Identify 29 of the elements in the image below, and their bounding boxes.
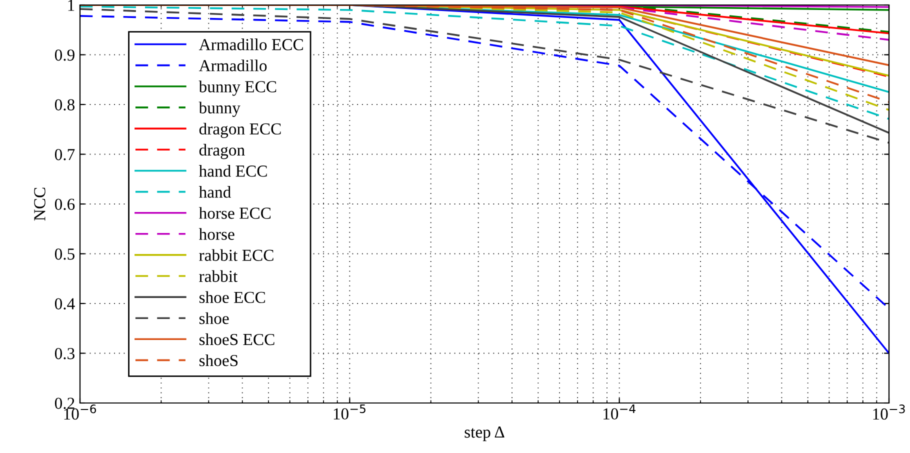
- legend-label: bunny ECC: [198, 80, 276, 96]
- y-tick-label: 0.6: [54, 198, 75, 210]
- y-tick-label: 0.4: [54, 298, 75, 310]
- y-tick-label: 0.8: [54, 99, 75, 111]
- legend-label: Armadillo: [198, 60, 267, 72]
- x-tick-label: 10$^{−3}$: [873, 404, 905, 420]
- y-tick-label: 1: [68, 0, 74, 11]
- legend-label: shoeS: [199, 354, 238, 366]
- y-tick-label: 0.5: [54, 248, 74, 260]
- legend-label: horse: [198, 228, 234, 240]
- legend-label: hand: [198, 186, 231, 198]
- legend-label: shoe ECC: [199, 291, 265, 304]
- x-tick-label: 10$^{−4}$: [604, 404, 636, 420]
- legend-label: hand ECC: [198, 165, 267, 177]
- legend-label: shoe: [199, 312, 229, 324]
- y-axis-title: NCC: [34, 188, 46, 221]
- x-tick-label: 10$^{−5}$: [334, 404, 366, 420]
- y-tick-label: 0.9: [54, 49, 74, 61]
- x-axis-title: step Δ: [464, 426, 504, 442]
- legend-label: bunny: [198, 102, 240, 117]
- y-tick-label: 0.7: [54, 148, 75, 160]
- legend-label: dragon: [199, 144, 245, 160]
- legend-label: horse ECC: [198, 207, 271, 219]
- legend-label: shoeS ECC: [199, 333, 274, 346]
- legend-label: rabbit ECC: [199, 249, 274, 261]
- legend-label: rabbit: [199, 270, 238, 282]
- legend-label: dragon ECC: [199, 122, 281, 138]
- y-tick-label: 0.3: [54, 348, 74, 360]
- legend-label: Armadillo ECC: [198, 38, 303, 50]
